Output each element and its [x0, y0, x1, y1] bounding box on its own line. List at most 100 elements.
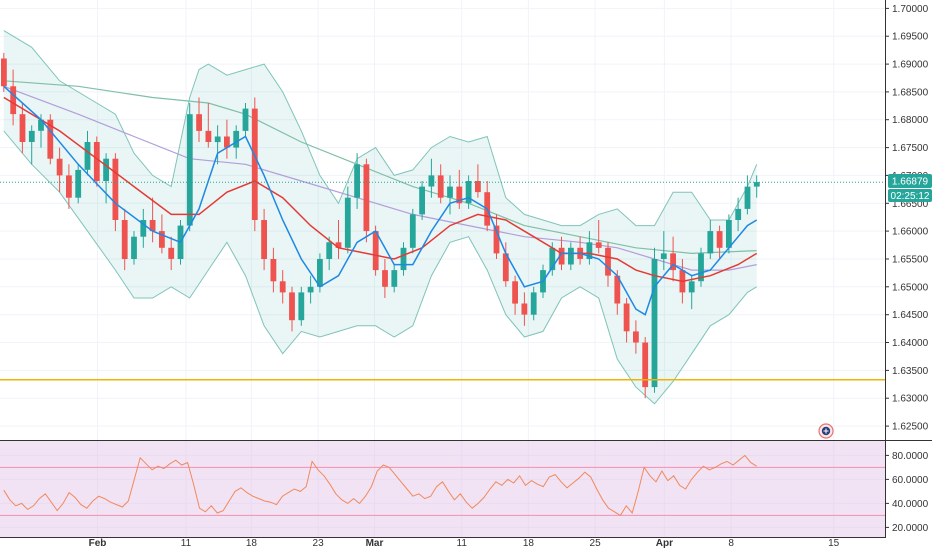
candle	[521, 292, 528, 326]
moving-average-teal-line	[3, 80, 757, 255]
y-tick-label: 1.64500	[892, 310, 929, 321]
candle-body	[456, 186, 463, 204]
candle	[688, 275, 695, 310]
candle-body	[335, 242, 342, 248]
candle	[289, 286, 295, 332]
candle-body	[205, 130, 212, 142]
candle-body	[651, 259, 658, 388]
candle-body	[502, 253, 509, 282]
candle-body	[344, 197, 351, 248]
candle	[159, 214, 165, 254]
x-tick-label: Mar	[366, 538, 384, 549]
candle	[205, 103, 212, 148]
candle	[214, 125, 221, 165]
candle-body	[698, 253, 704, 282]
candle	[642, 337, 649, 399]
candle	[326, 236, 333, 271]
event-flag-icon[interactable]	[818, 423, 834, 439]
candle-body	[242, 108, 249, 131]
candle	[270, 247, 277, 293]
price-axis[interactable]: 1.70000 1.69500 1.69000 1.68500 1.68000 1.675…	[885, 4, 929, 433]
candle	[19, 103, 26, 154]
candle	[372, 225, 379, 276]
candle-body	[623, 303, 630, 332]
rsi-pane[interactable]	[0, 441, 885, 537]
candle	[707, 220, 714, 259]
candle	[493, 214, 500, 259]
rsi-axis[interactable]: 80.0000 60.0000 40.0000 20.0000	[885, 451, 929, 534]
y-tick-label: 1.69000	[892, 60, 929, 71]
candle-body	[140, 220, 147, 237]
candle-body	[354, 164, 360, 198]
y-tick-label: 1.70000	[892, 4, 929, 15]
candle-body	[382, 270, 388, 287]
candle	[660, 231, 667, 271]
x-tick-label: Apr	[656, 538, 673, 549]
candle-body	[214, 136, 221, 143]
candle-body	[112, 158, 119, 220]
candle-body	[298, 292, 305, 321]
candle	[1, 52, 7, 92]
candle-body	[475, 181, 481, 193]
candle	[335, 220, 342, 259]
bollinger-upper-line	[3, 30, 758, 227]
candle	[595, 220, 602, 254]
candle-body	[66, 175, 72, 198]
x-tick-label: 8	[728, 538, 734, 549]
candle-body	[270, 259, 277, 282]
candle-body	[121, 220, 128, 259]
candle-body	[688, 281, 695, 293]
candle	[465, 175, 472, 209]
candle	[279, 270, 286, 304]
candle-body	[38, 119, 44, 131]
candle-body	[372, 231, 379, 271]
price-pane[interactable]	[0, 30, 885, 405]
rsi-line	[3, 454, 757, 517]
time-axis[interactable]: Feb 11 18 23 Mar 11 18 25 Apr 8 15	[89, 538, 840, 549]
candle	[261, 208, 267, 271]
candle-body	[447, 186, 453, 198]
candle	[428, 158, 435, 198]
candle-body	[317, 259, 323, 287]
x-tick-label: Feb	[89, 538, 107, 549]
current-price-label: 1.66879	[892, 177, 929, 188]
rsi-tick-label: 20.0000	[892, 523, 929, 534]
candle-body	[28, 130, 35, 142]
candle-body	[186, 114, 193, 226]
candle-body	[568, 247, 574, 265]
candle-body	[614, 275, 621, 304]
candle	[298, 286, 305, 326]
candle-body	[56, 158, 63, 176]
candle-body	[419, 186, 425, 215]
candle-body	[19, 114, 26, 142]
y-tick-label: 1.68000	[892, 115, 929, 126]
candle	[400, 242, 407, 276]
candle-body	[251, 108, 258, 220]
candle	[716, 225, 723, 259]
candle	[475, 164, 481, 198]
candle-body	[530, 292, 537, 315]
candle	[344, 186, 351, 254]
candle	[530, 286, 537, 321]
x-tick-label: 11	[457, 538, 468, 549]
x-tick-label: 23	[313, 538, 325, 549]
candle-body	[633, 331, 639, 343]
candle	[633, 320, 639, 354]
candle-body	[400, 247, 407, 271]
candle	[93, 136, 100, 187]
candle-body	[47, 119, 54, 159]
x-tick-label: 15	[828, 538, 840, 549]
candle-body	[428, 175, 435, 187]
candle	[186, 103, 193, 232]
candle	[437, 164, 444, 204]
candle-body	[196, 114, 202, 131]
y-tick-label: 1.64000	[892, 338, 929, 349]
rsi-band-fill	[0, 441, 885, 537]
candle	[224, 119, 230, 159]
candle	[670, 236, 676, 282]
candle	[112, 153, 119, 232]
candle	[242, 103, 249, 137]
candle	[363, 158, 370, 243]
candle	[614, 270, 621, 315]
